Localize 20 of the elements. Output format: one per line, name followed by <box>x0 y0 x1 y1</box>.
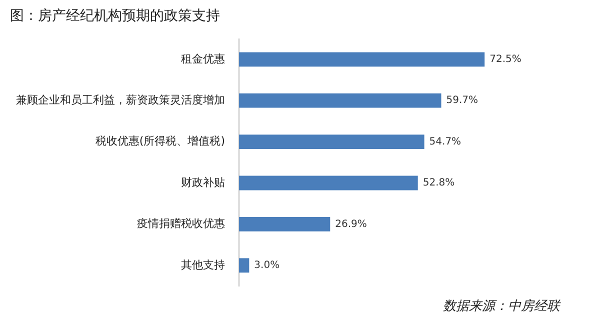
y-tick-label: 兼顾企业和员工利益，薪资政策灵活度增加 <box>16 93 225 106</box>
data-label: 26.9% <box>335 218 367 230</box>
source-note: 数据来源：中房经联 <box>443 298 562 314</box>
bar <box>239 258 250 273</box>
y-tick-label: 税收优惠(所得税、增值税) <box>95 134 225 148</box>
text: 图：房产经纪机构预期的政策支持 <box>10 8 220 24</box>
data-label: 72.5% <box>490 54 522 65</box>
data-label: 52.8% <box>422 178 455 189</box>
y-tick-label: 其他支持 <box>181 258 225 272</box>
y-tick-label: 租金优惠 <box>181 52 225 66</box>
bar <box>239 52 485 67</box>
data-label: 59.7% <box>446 95 478 106</box>
bar <box>239 134 424 150</box>
bar <box>239 176 418 190</box>
y-tick-label: 财政补贴 <box>181 176 225 189</box>
bar <box>239 93 442 108</box>
data-label: 3.0% <box>254 260 280 271</box>
bar <box>239 216 330 232</box>
y-tick-label: 疫情捐赠税收优惠 <box>137 217 225 230</box>
data-label: 54.7% <box>429 136 462 148</box>
